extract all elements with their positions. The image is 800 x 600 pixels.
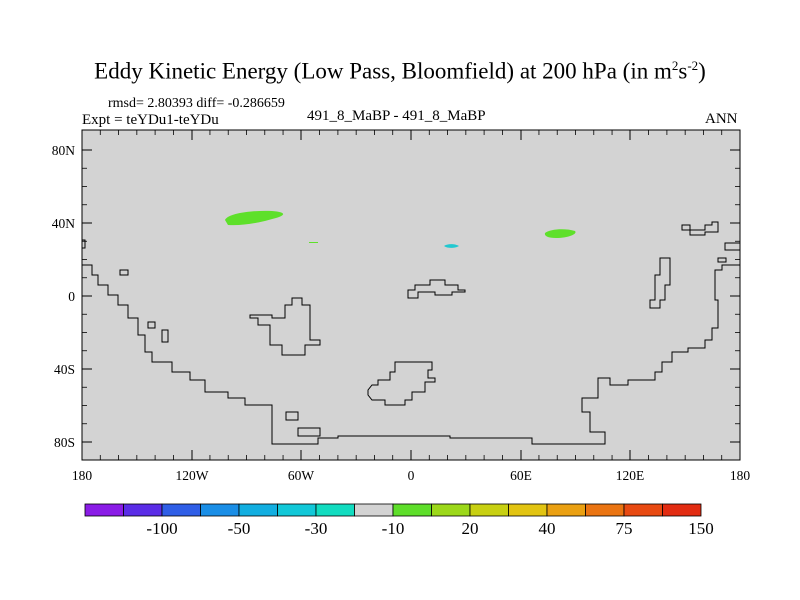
positive-anomaly-blob	[544, 229, 576, 238]
colorbar-swatch	[84, 503, 124, 517]
colorbar-label: 150	[688, 519, 714, 538]
colorbar-swatch	[585, 503, 625, 517]
maritime-continent-outline	[407, 279, 466, 299]
colorbar-label: -30	[305, 519, 328, 538]
colorbar-swatch	[508, 503, 548, 517]
colorbar-label: 20	[462, 519, 479, 538]
lat-label: 80S	[54, 435, 75, 450]
negative-anomaly-blob	[444, 244, 459, 248]
north-america-outline	[649, 257, 671, 309]
colorbar-label: 40	[539, 519, 556, 538]
minor-ticks	[82, 130, 740, 460]
colorbar-swatch	[123, 503, 163, 517]
colorbar-swatch	[161, 503, 201, 517]
colorbar-swatch	[277, 503, 317, 517]
lon-label: 60W	[288, 468, 315, 483]
lat-label: 0	[68, 289, 75, 304]
island-1	[119, 269, 129, 276]
eke-difference-blobs	[225, 210, 576, 248]
title-sup-2: -2	[687, 58, 699, 73]
longitude-labels: 180 120W 60W 0 60E 120E 180	[72, 468, 751, 483]
title-sup-1: 2	[671, 58, 679, 73]
small-island-ne	[717, 257, 727, 263]
colorbar	[84, 503, 702, 517]
island-5	[297, 427, 321, 437]
lon-label: 60E	[510, 468, 532, 483]
lat-label: 40N	[52, 216, 76, 231]
axis-ticks	[81, 130, 741, 460]
colorbar-swatch	[200, 503, 240, 517]
colorbar-label: 75	[616, 519, 633, 538]
colorbar-swatch	[315, 503, 355, 517]
lon-label: 0	[408, 468, 415, 483]
latitude-labels: 80N 40N 0 40S 80S	[52, 143, 76, 450]
experiment-label: Expt = teYDu1-teYDu	[82, 112, 219, 128]
colorbar-label: -50	[228, 519, 251, 538]
title-close: )	[698, 58, 706, 84]
australia-outline	[367, 361, 436, 406]
title-main: Eddy Kinetic Energy (Low Pass, Bloomfiel…	[94, 58, 672, 84]
lat-label: 80N	[52, 143, 76, 158]
chart-title: Eddy Kinetic Energy (Low Pass, Bloomfiel…	[0, 58, 800, 85]
stats-text: rmsd= 2.80393 diff= -0.286659	[108, 96, 285, 111]
island-2	[147, 321, 156, 329]
lon-label: 180	[730, 468, 751, 483]
colorbar-label: -10	[382, 519, 405, 538]
lon-label: 120W	[176, 468, 209, 483]
title-mid: s	[678, 58, 688, 84]
lon-label: 120E	[616, 468, 645, 483]
greenland-outline	[724, 242, 741, 251]
south-america-outline	[82, 264, 740, 445]
colorbar-swatch	[238, 503, 278, 517]
colorbar-swatch	[623, 503, 663, 517]
colorbar-label: -100	[146, 519, 177, 538]
runs-label: 491_8_MaBP - 491_8_MaBP	[307, 108, 486, 124]
lon-label: 180	[72, 468, 93, 483]
colorbar-swatch	[354, 503, 394, 517]
map-plot-area	[81, 129, 741, 461]
northwest-coast	[82, 239, 86, 249]
continent-outlines	[82, 221, 741, 445]
arctic-island-outline	[681, 221, 719, 236]
season-label: ANN	[705, 111, 738, 127]
island-4	[285, 411, 299, 421]
colorbar-swatch	[392, 503, 432, 517]
colorbar-swatch	[662, 503, 702, 517]
colorbar-swatch	[469, 503, 509, 517]
island-3	[161, 329, 169, 343]
africa-outline	[249, 297, 321, 356]
colorbar-swatch	[546, 503, 586, 517]
positive-anomaly-blob	[225, 210, 284, 226]
colorbar-swatch	[431, 503, 471, 517]
lat-label: 40S	[54, 362, 75, 377]
positive-anomaly-blob	[309, 242, 318, 243]
colorbar-labels: -100 -50 -30 -10 20 40 75 150	[146, 519, 713, 538]
